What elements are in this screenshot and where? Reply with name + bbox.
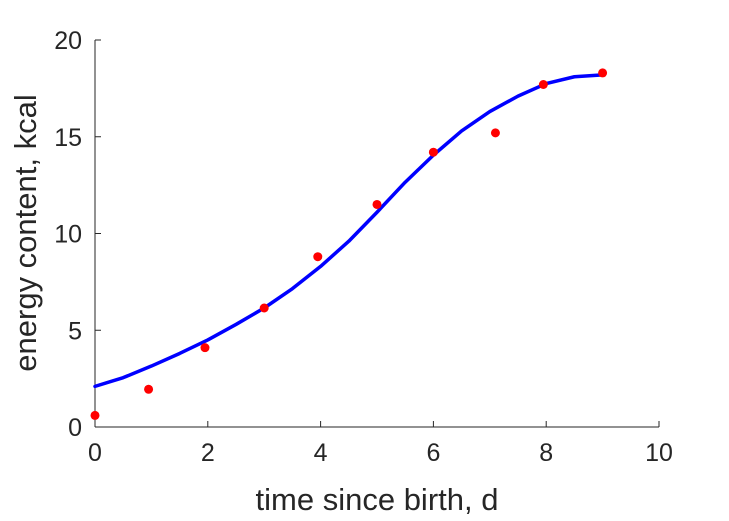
data-point <box>372 199 382 209</box>
data-point <box>200 343 210 353</box>
fit-curve-line <box>93 73 605 389</box>
y-tick-label: 5 <box>68 317 82 345</box>
data-point <box>313 252 323 262</box>
x-tick-label: 0 <box>88 439 102 467</box>
y-tick-label: 20 <box>54 27 82 55</box>
x-tick-label: 10 <box>645 439 673 467</box>
data-point <box>490 128 500 138</box>
axes <box>94 40 659 428</box>
x-axis-label: time since birth, d <box>256 482 499 517</box>
data-point <box>538 80 548 90</box>
x-tick-label: 6 <box>426 439 440 467</box>
data-point <box>144 384 154 394</box>
y-tick-label: 10 <box>54 221 82 249</box>
y-axis-label: energy content, kcal <box>8 94 43 371</box>
tick-marks: 0 2 4 6 8 10 0 5 10 15 20 <box>54 27 673 467</box>
data-point <box>428 147 438 157</box>
x-tick-label: 4 <box>314 439 328 467</box>
y-tick-label: 15 <box>54 124 82 152</box>
x-tick-label: 2 <box>201 439 215 467</box>
x-tick-label: 8 <box>539 439 553 467</box>
plot-series <box>90 68 608 420</box>
y-tick-label: 0 <box>68 414 82 442</box>
data-point <box>259 303 269 313</box>
data-point <box>598 68 608 78</box>
data-point <box>90 410 100 420</box>
